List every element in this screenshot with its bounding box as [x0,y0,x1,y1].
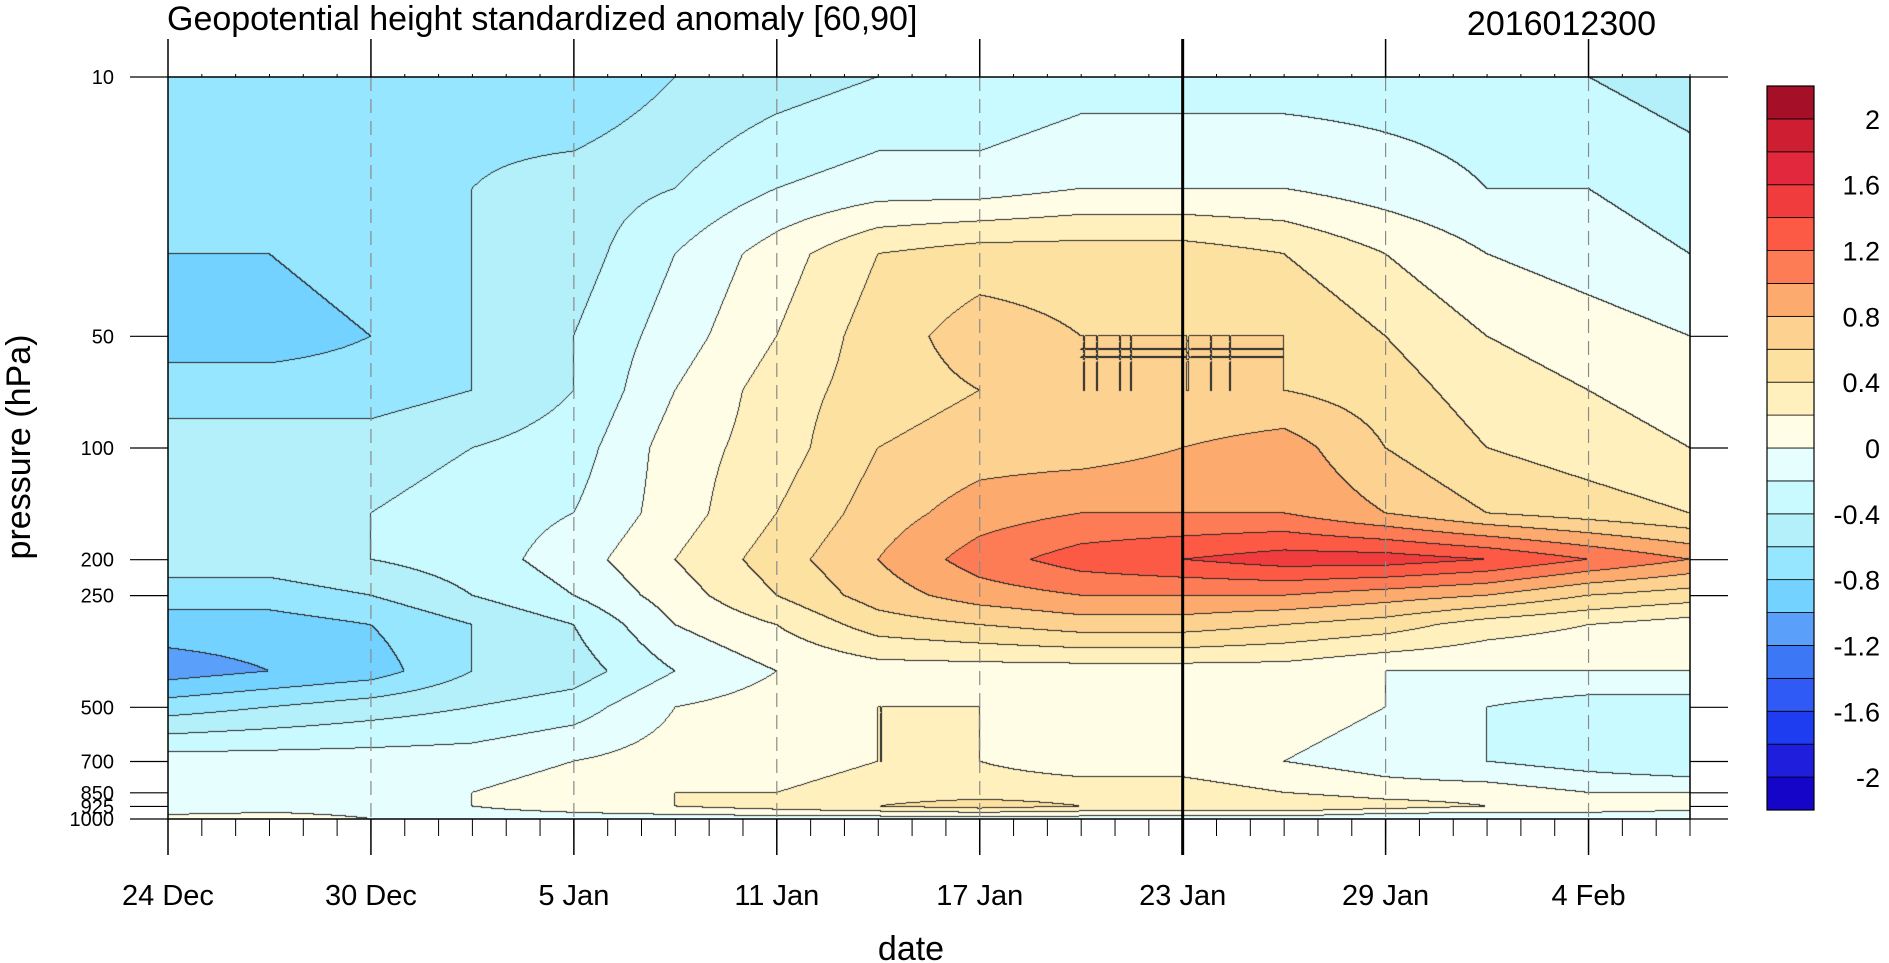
colorbar-box [1766,85,1815,120]
colorbar-label: 0.4 [1842,368,1880,398]
colorbar-box [1766,710,1815,745]
y-tick-label: 10 [92,67,114,89]
chart-date-stamp: 2016012300 [1467,5,1656,43]
x-tick-label: 11 Jan [734,880,819,912]
x-tick-label: 29 Jan [1342,880,1429,912]
x-tick-label: 23 Jan [1139,880,1226,912]
colorbar-box [1766,250,1815,284]
y-tick-label: 200 [81,550,114,572]
y-tick-label: 700 [81,752,114,774]
colorbar-box [1766,677,1815,712]
colorbar-frame [1766,85,1815,811]
colorbar-label: -1.2 [1833,631,1880,661]
colorbar-box [1766,612,1815,646]
colorbar-box [1766,315,1815,350]
colorbar-label: 1.2 [1842,237,1880,267]
colorbar-box [1766,776,1815,811]
colorbar-label: 2 [1865,105,1880,135]
colorbar-box [1766,217,1815,251]
colorbar-box [1766,348,1815,383]
x-axis-title: date [878,930,944,963]
colorbar-label: -0.8 [1833,566,1880,596]
colorbar-label: 0 [1865,434,1880,464]
y-tick-label: 500 [81,697,114,719]
contour-field-image [168,77,1690,819]
colorbar-label: 1.6 [1842,171,1880,201]
colorbar [1766,85,1815,811]
colorbar-box [1766,743,1815,778]
colorbar-box [1766,447,1815,482]
colorbar-label: -0.4 [1833,500,1880,530]
y-axis-title: pressure (hPa) [0,335,38,560]
y-tick-label: 850 [81,783,114,805]
x-tick-label: 17 Jan [936,880,1023,912]
colorbar-box [1766,118,1815,153]
x-tick-label: 24 Dec [122,880,214,912]
chart-title: Geopotential height standardized anomaly… [167,0,917,38]
colorbar-label: -1.6 [1833,697,1880,727]
y-tick-label: 925 [81,796,114,818]
colorbar-box [1766,184,1815,219]
colorbar-box [1766,645,1815,679]
x-axis-tick-labels: 24 Dec 30 Dec 5 Jan 11 Jan 17 Jan 23 Jan 29 Ja… [122,880,1626,912]
colorbar-box [1766,151,1815,186]
colorbar-box [1766,513,1815,548]
colorbar-label: 0.8 [1842,302,1880,332]
x-tick-label: 30 Dec [325,880,417,912]
x-tick-label: 5 Jan [538,880,609,912]
x-tick-label: 4 Feb [1551,880,1625,912]
colorbar-box [1766,579,1815,613]
axis-ticks [130,39,1728,855]
colorbar-box [1766,414,1815,449]
colorbar-box [1766,283,1815,317]
contour-fill [168,77,1690,819]
colorbar-box [1766,381,1815,416]
colorbar-box [1766,480,1815,515]
colorbar-label: -2 [1856,763,1880,793]
colorbar-box [1766,546,1815,581]
y-tick-label: 100 [81,438,114,460]
y-tick-label: 250 [81,586,114,608]
colorbar-labels: 2 1.6 1.2 0.8 0.4 0 -0.4 -0.8 -1.2 -1.6 -2 [1833,105,1880,793]
y-tick-label: 50 [92,326,114,348]
y-tick-label: 1000 [70,809,115,831]
